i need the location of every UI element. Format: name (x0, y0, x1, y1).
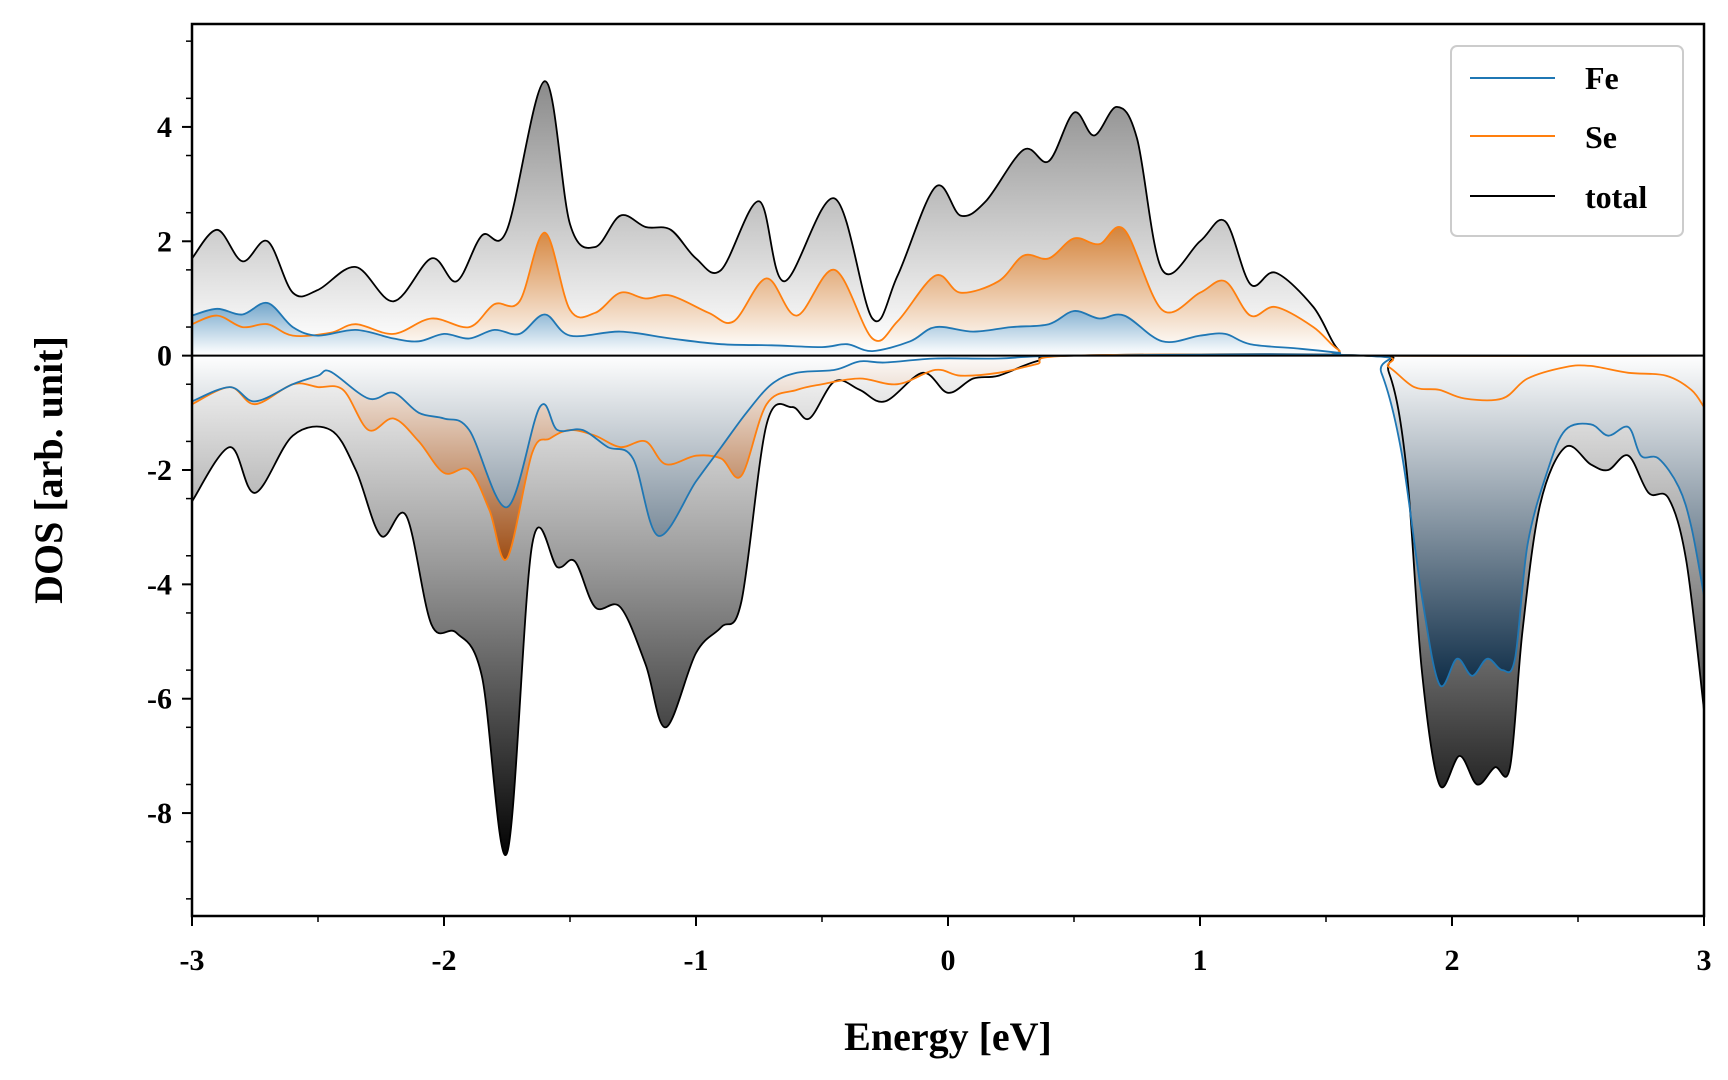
x-axis-label: Energy [eV] (844, 1014, 1052, 1059)
fe-up-line (192, 301, 1704, 357)
legend-label-fe: Fe (1585, 60, 1619, 96)
y-axis-ticks: -8 -6 -4 -2 0 2 4 (147, 40, 192, 900)
y-tick-label: -4 (147, 568, 172, 601)
x-tick-label: -3 (180, 944, 205, 977)
y-tick-label: 4 (157, 111, 172, 144)
legend-label-se: Se (1585, 119, 1617, 155)
fe-down-line (192, 353, 1704, 688)
total-down-fill (192, 354, 1704, 856)
legend: Fe Se total (1450, 45, 1684, 237)
fe-down-fill (192, 354, 1704, 687)
x-axis-ticks: -3 -2 -1 0 1 2 3 (180, 916, 1712, 977)
total-down-line (192, 353, 1704, 857)
se-up-line (192, 226, 1704, 357)
legend-label-total: total (1585, 179, 1647, 215)
se-up-fill (192, 226, 1704, 357)
total-up-line (192, 80, 1704, 357)
x-tick-label: -2 (432, 944, 457, 977)
x-tick-label: 1 (1193, 944, 1208, 977)
x-tick-label: 3 (1697, 944, 1712, 977)
fe-up-fill (192, 302, 1704, 356)
total-up-fill (192, 81, 1704, 357)
y-tick-label: 0 (157, 340, 172, 373)
y-tick-label: 2 (157, 225, 172, 258)
x-tick-label: -1 (684, 944, 709, 977)
x-tick-label: 2 (1445, 944, 1460, 977)
y-axis-label: DOS [arb. unit] (26, 336, 71, 604)
x-tick-label: 0 (941, 944, 956, 977)
se-down-line (192, 353, 1704, 561)
y-tick-label: -2 (147, 454, 172, 487)
legend-box (1450, 45, 1684, 237)
series-fills (192, 81, 1704, 856)
y-tick-label: -6 (147, 683, 172, 716)
y-tick-label: -8 (147, 797, 172, 830)
series-lines (192, 80, 1704, 857)
